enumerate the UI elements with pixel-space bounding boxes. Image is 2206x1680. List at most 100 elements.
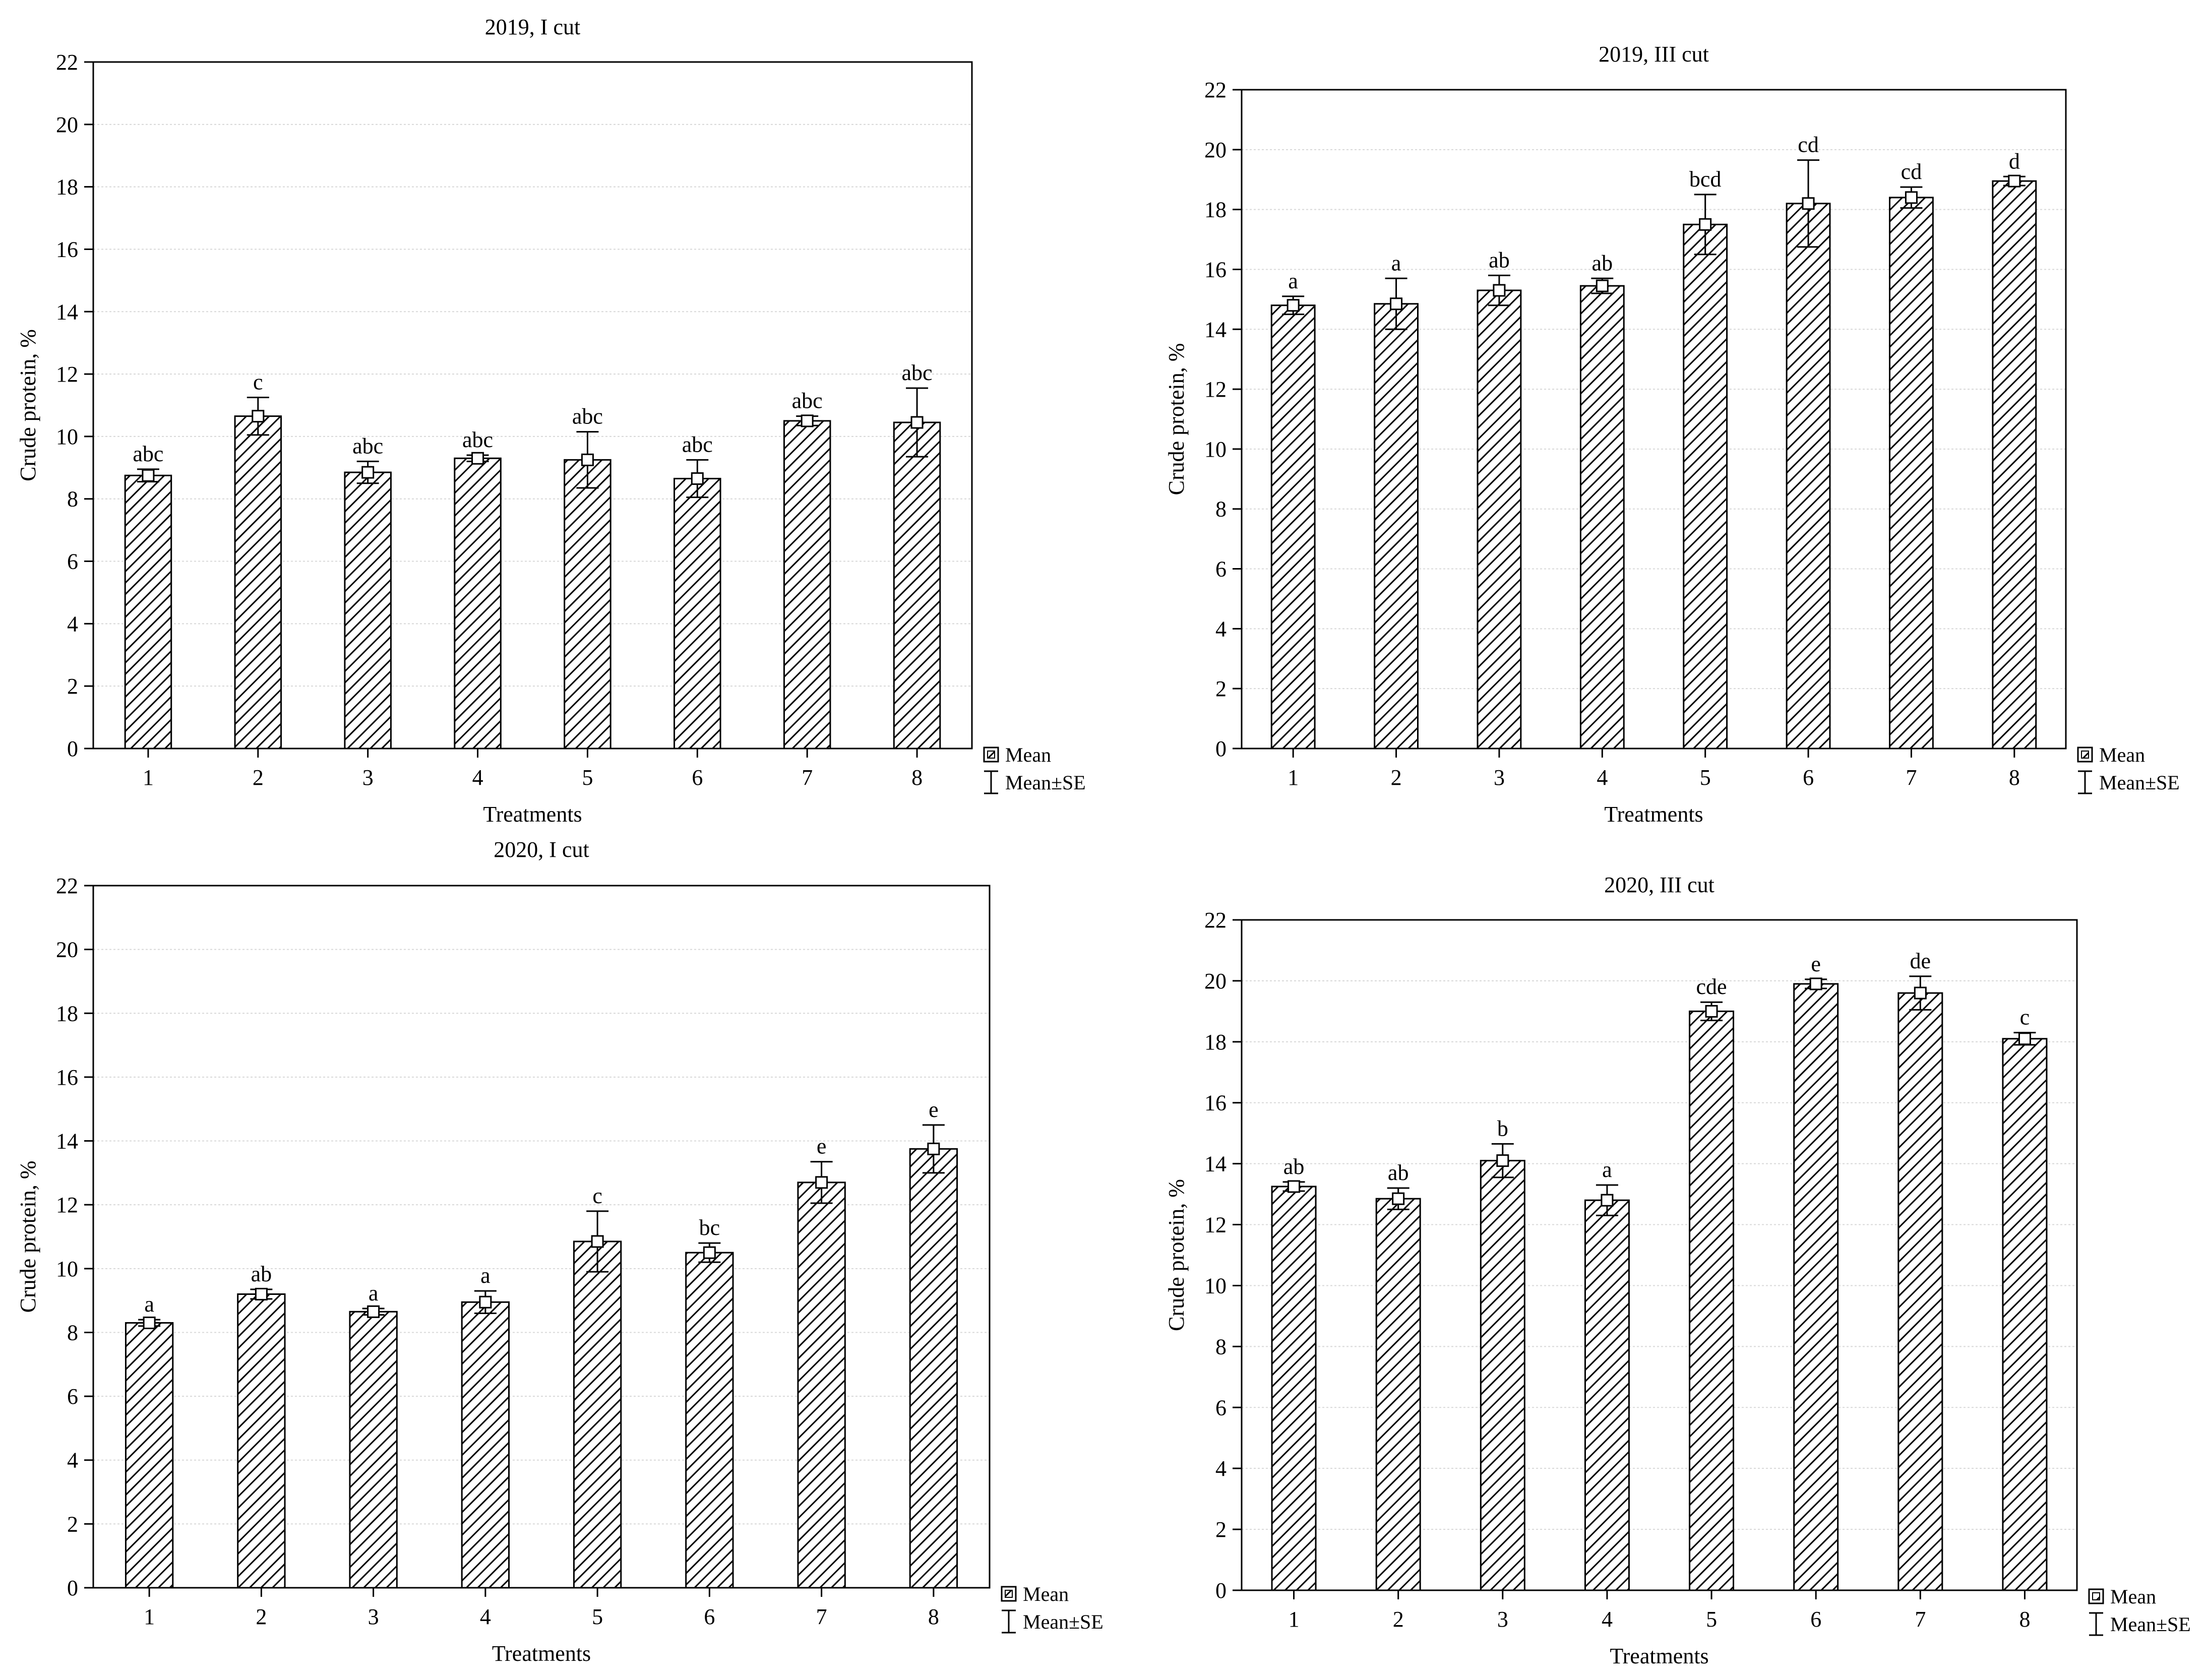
significance-letter: abc	[133, 442, 163, 466]
bar	[783, 420, 831, 750]
significance-letter: abc	[792, 389, 823, 413]
significance-letter: e	[817, 1134, 827, 1159]
y-tick-label: 10	[1204, 1273, 1227, 1298]
y-tick-label: 10	[56, 424, 78, 449]
mean-marker	[1596, 279, 1609, 292]
y-tick-label: 4	[1215, 616, 1227, 641]
y-tick-label: 2	[67, 1512, 78, 1536]
legend-mean-label: Mean	[2110, 1585, 2156, 1608]
x-tick-label: 7	[816, 1604, 827, 1629]
bar	[1897, 992, 1943, 1591]
y-tick-label: 6	[67, 1384, 78, 1409]
mean-marker	[581, 453, 594, 466]
y-tick-label: 18	[1204, 1030, 1227, 1054]
x-tick-label: 8	[928, 1604, 939, 1629]
bar	[1793, 983, 1839, 1591]
y-tick-label: 22	[1204, 908, 1227, 932]
y-axis-label: Crude protein, %	[16, 329, 40, 481]
mean-marker	[1914, 986, 1927, 1000]
bar	[344, 471, 392, 750]
x-tick-label: 4	[472, 765, 483, 790]
significance-letter: bcd	[1689, 167, 1722, 192]
x-tick-label: 7	[1906, 765, 1917, 790]
mean-marker	[591, 1235, 604, 1248]
y-tick-label: 22	[56, 874, 78, 898]
y-tick-label: 16	[56, 237, 78, 262]
y-tick-label: 2	[1215, 676, 1227, 701]
mean-marker	[1496, 1154, 1509, 1167]
x-tick-label: 7	[802, 765, 813, 790]
bar	[124, 474, 172, 750]
y-tick-label: 16	[56, 1065, 78, 1090]
plot-frame	[92, 61, 973, 750]
significance-letter: abc	[682, 432, 713, 457]
x-tick-label: 3	[1497, 1607, 1508, 1632]
legend-mean-marker-inner	[987, 751, 995, 759]
chart-panel-4: 2020, III cut 0 2 4 6 8 10 12 14 16 18 20 22 ab 1 ab 2 b 3…	[1164, 873, 2191, 1668]
mean-marker	[1601, 1194, 1614, 1207]
x-tick-label: 2	[1393, 1607, 1404, 1632]
x-axis-label: Treatments	[1604, 802, 1703, 827]
plot-frame	[1241, 919, 2078, 1591]
bar	[1683, 223, 1728, 750]
significance-letter: a	[1288, 269, 1298, 293]
y-tick-label: 6	[1215, 1395, 1227, 1420]
bar	[1270, 304, 1316, 750]
y-tick-label: 20	[1204, 138, 1227, 162]
y-axis-label: Crude protein, %	[1164, 343, 1189, 495]
chart-panel-3: 2020, I cut 0 2 4 6 8 10 12 14 16 18 20 22 a 1 ab 2 a 3 a 4 c…	[16, 837, 1104, 1666]
y-tick-label: 0	[1215, 736, 1227, 761]
mean-marker	[1705, 1005, 1718, 1018]
mean-marker	[691, 472, 704, 485]
significance-letter: abc	[902, 360, 933, 385]
x-tick-label: 7	[1915, 1607, 1926, 1632]
y-tick-label: 22	[1204, 78, 1227, 102]
mean-marker	[1286, 299, 1300, 312]
y-tick-label: 12	[56, 1193, 78, 1217]
mean-marker	[1802, 197, 1815, 210]
x-tick-label: 5	[1700, 765, 1711, 790]
legend-mean-marker-inner	[1005, 1590, 1013, 1598]
mean-marker	[479, 1295, 492, 1309]
x-tick-label: 2	[256, 1604, 267, 1629]
significance-letter: ab	[1283, 1154, 1305, 1179]
bar	[125, 1322, 174, 1589]
bar	[349, 1311, 398, 1589]
mean-marker	[1392, 1192, 1405, 1205]
bar	[564, 459, 611, 750]
x-tick-label: 1	[1288, 765, 1299, 790]
y-tick-label: 8	[1215, 497, 1227, 522]
significance-letter: ab	[1489, 247, 1510, 272]
y-tick-label: 20	[56, 938, 78, 962]
mean-marker	[927, 1142, 940, 1155]
x-tick-label: 3	[1494, 765, 1505, 790]
mean-marker	[703, 1246, 716, 1259]
y-tick-label: 0	[1215, 1578, 1227, 1603]
y-tick-label: 8	[67, 1320, 78, 1345]
mean-marker	[801, 414, 814, 427]
bar	[1375, 1198, 1421, 1591]
bar	[1374, 303, 1419, 750]
y-tick-label: 14	[1204, 317, 1227, 342]
bar	[234, 415, 282, 750]
significance-letter: cd	[1798, 133, 1819, 157]
x-tick-label: 4	[480, 1604, 491, 1629]
x-tick-label: 2	[1391, 765, 1402, 790]
y-tick-label: 16	[1204, 1091, 1227, 1115]
significance-letter: abc	[572, 404, 603, 429]
legend-se-label: Mean±SE	[1005, 771, 1086, 794]
mean-marker	[1493, 284, 1506, 297]
bar	[454, 457, 502, 750]
y-tick-label: 20	[1204, 969, 1227, 993]
plot-frame	[1241, 89, 2067, 750]
y-tick-label: 18	[56, 1001, 78, 1026]
y-tick-label: 8	[1215, 1334, 1227, 1359]
x-tick-label: 4	[1602, 1607, 1613, 1632]
x-tick-label: 1	[144, 1604, 155, 1629]
x-tick-label: 3	[362, 765, 374, 790]
mean-marker	[471, 452, 484, 465]
x-tick-label: 5	[592, 1604, 603, 1629]
x-tick-label: 8	[911, 765, 923, 790]
y-tick-label: 16	[1204, 257, 1227, 282]
y-tick-label: 20	[56, 112, 78, 137]
